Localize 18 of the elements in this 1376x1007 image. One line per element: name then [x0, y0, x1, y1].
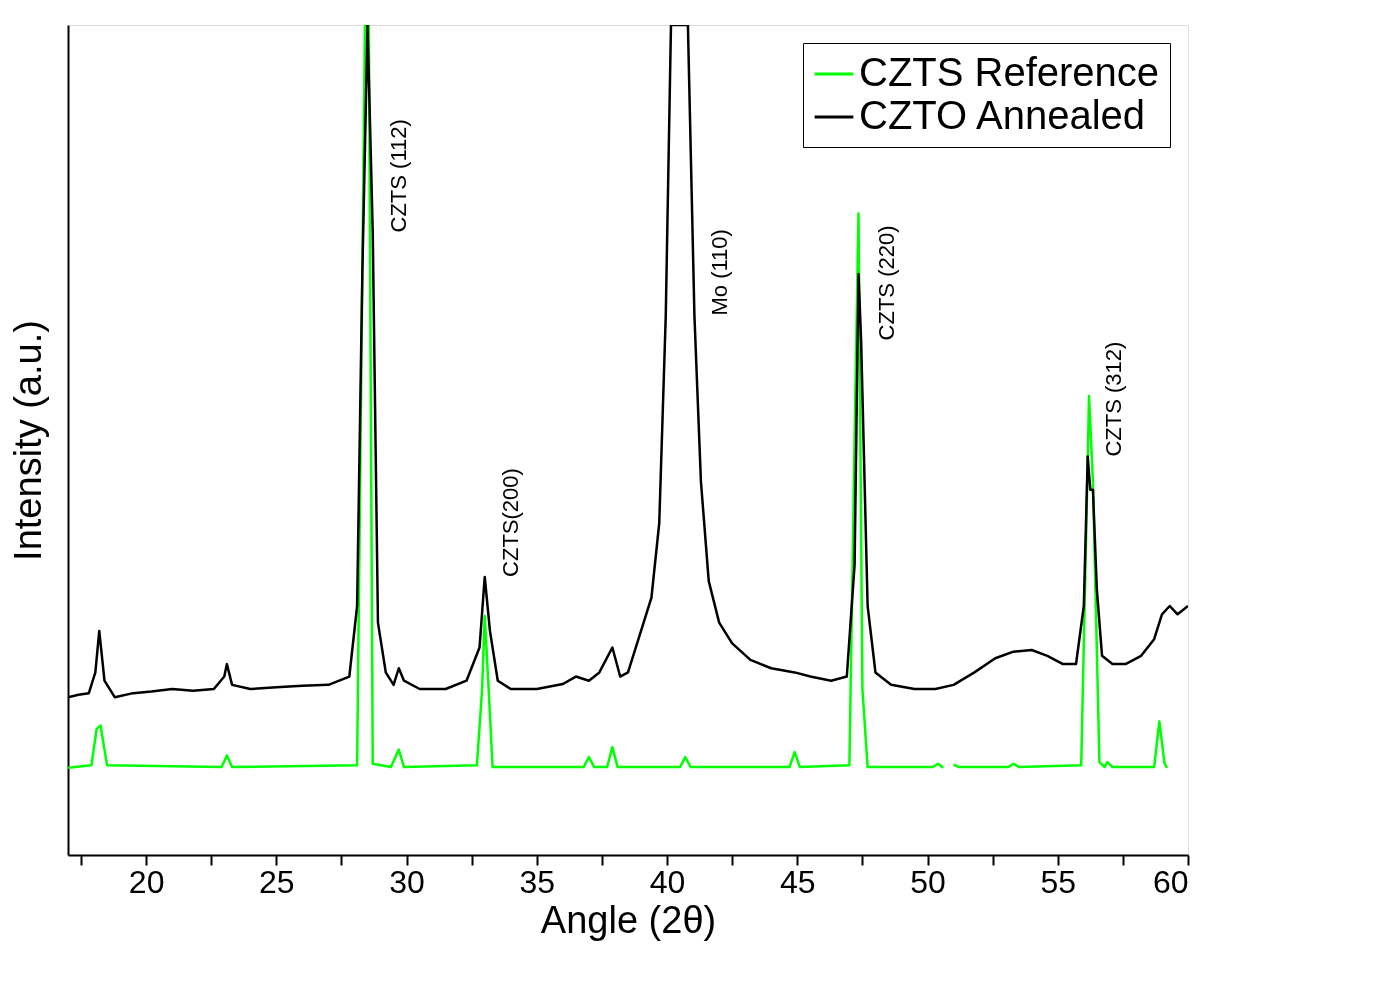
annotation: CZTS (220)	[874, 225, 900, 341]
y-axis-title: Intensity (a.u.)	[6, 320, 49, 561]
x-tick-label: 50	[910, 863, 946, 900]
annotation: CZTS (112)	[385, 119, 411, 233]
annotation: CZTS (312)	[1100, 341, 1126, 457]
x-tick-label: 60	[1152, 863, 1189, 900]
x-tick-label: 35	[519, 863, 556, 900]
annotation: Mo (110)	[707, 229, 733, 316]
legend-label: CZTO Annealed	[859, 93, 1146, 137]
x-tick-label: 20	[128, 863, 165, 900]
x-axis-title: Angle (2θ)	[540, 898, 717, 941]
x-tick-label: 30	[389, 863, 425, 900]
legend-label: CZTS Reference	[859, 50, 1160, 94]
x-tick-label: 55	[1040, 863, 1077, 900]
x-tick-label: 45	[780, 863, 816, 900]
x-tick-label: 25	[259, 863, 295, 900]
x-tick-label: 40	[649, 863, 686, 900]
annotation: CZTS(200)	[497, 468, 523, 577]
